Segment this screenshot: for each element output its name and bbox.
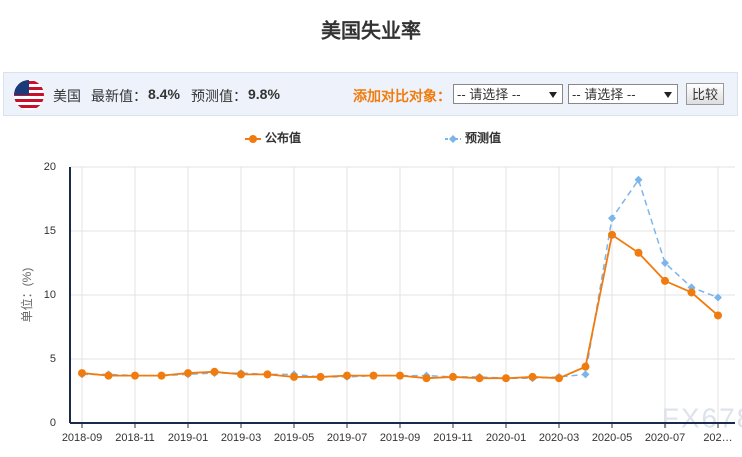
x-tick-label: 2019-05: [274, 432, 314, 444]
point: [290, 372, 298, 381]
point: [422, 374, 431, 383]
y-tick-label: 20: [44, 161, 56, 173]
y-tick-label: 10: [44, 289, 56, 301]
point: [528, 372, 537, 381]
point: [634, 248, 643, 257]
point: [184, 369, 192, 378]
point: [714, 293, 722, 302]
x-tick-label: 202…: [703, 432, 732, 444]
point: [396, 371, 404, 380]
y-tick-label: 0: [50, 417, 56, 429]
x-tick-label: 2020-05: [592, 432, 632, 444]
watermark: FX678: [662, 402, 742, 433]
header-bar: 美国 最新值： 8.4% 预测值： 9.8% 添加对比对象： -- 请选择 --…: [3, 72, 738, 116]
point: [555, 374, 563, 383]
select[interactable]: -- 请选择 --: [568, 84, 678, 104]
x-tick-label: 2018-11: [115, 432, 155, 444]
point: [687, 288, 696, 297]
point: [237, 370, 245, 379]
x-tick-label: 2020-07: [645, 432, 685, 444]
legend-label: 预测值: [465, 130, 501, 145]
point: [157, 371, 166, 380]
point: [343, 371, 351, 380]
forecast-value: 9.8%: [248, 86, 280, 102]
point: [661, 259, 669, 267]
latest-value: 8.4%: [148, 86, 180, 102]
compare-label: 添加对比对象：: [353, 88, 451, 104]
point: [581, 370, 590, 379]
point: [581, 362, 590, 371]
point: [210, 367, 219, 376]
flag: [14, 80, 44, 110]
x-tick-label: 2019-07: [327, 432, 367, 444]
x-tick-label: 2019-11: [433, 432, 473, 444]
latest-label: 最新值：: [91, 88, 147, 104]
point: [369, 371, 378, 380]
point: [78, 369, 86, 378]
point: [608, 214, 616, 223]
country: 美国: [53, 88, 81, 104]
x-tick-label: 2019-09: [380, 432, 420, 444]
point: [316, 372, 325, 381]
point: [449, 135, 457, 143]
point: [502, 374, 510, 383]
point: [661, 276, 669, 285]
compare-button[interactable]: 比较: [686, 83, 724, 105]
point: [263, 370, 272, 379]
point: [449, 372, 457, 381]
point: [131, 371, 139, 380]
forecast-label: 预测值：: [191, 88, 247, 104]
x-tick-label: 2020-03: [539, 432, 579, 444]
y-tick-label: 15: [44, 225, 56, 237]
x-tick-label: 2020-01: [486, 432, 526, 444]
select[interactable]: -- 请选择 --: [453, 84, 563, 104]
point: [608, 230, 616, 239]
point: [104, 371, 113, 380]
y-tick-label: 5: [50, 353, 56, 365]
y-axis-label: 单位：(%): [19, 268, 34, 323]
legend-label: 公布值: [265, 130, 301, 145]
x-tick-label: 2019-01: [168, 432, 208, 444]
point: [714, 311, 722, 320]
x-tick-label: 2018-09: [62, 432, 102, 444]
x-tick-label: 2019-03: [221, 432, 261, 444]
chart-title: 美国失业率: [321, 18, 421, 42]
point: [634, 175, 643, 184]
point: [475, 374, 484, 383]
point: [249, 135, 257, 143]
